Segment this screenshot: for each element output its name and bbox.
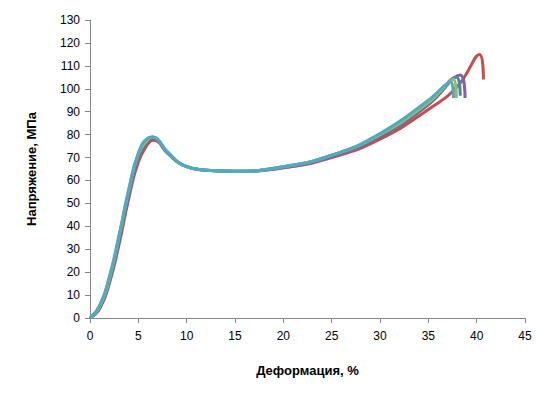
svg-text:30: 30 bbox=[373, 329, 387, 343]
svg-text:40: 40 bbox=[67, 219, 81, 233]
svg-text:50: 50 bbox=[67, 196, 81, 210]
svg-text:15: 15 bbox=[228, 329, 242, 343]
svg-text:100: 100 bbox=[60, 82, 80, 96]
svg-text:20: 20 bbox=[67, 265, 81, 279]
svg-text:25: 25 bbox=[325, 329, 339, 343]
svg-text:35: 35 bbox=[422, 329, 436, 343]
svg-text:80: 80 bbox=[67, 128, 81, 142]
svg-text:5: 5 bbox=[135, 329, 142, 343]
svg-text:130: 130 bbox=[60, 13, 80, 27]
svg-text:90: 90 bbox=[67, 105, 81, 119]
svg-text:0: 0 bbox=[87, 329, 94, 343]
svg-text:30: 30 bbox=[67, 242, 81, 256]
svg-text:20: 20 bbox=[277, 329, 291, 343]
svg-text:0: 0 bbox=[73, 311, 80, 325]
svg-text:Напряжение, МПа: Напряжение, МПа bbox=[24, 111, 39, 226]
svg-text:Деформация, %: Деформация, % bbox=[256, 363, 359, 378]
svg-text:60: 60 bbox=[67, 173, 81, 187]
svg-text:110: 110 bbox=[61, 59, 80, 73]
svg-text:120: 120 bbox=[60, 36, 80, 50]
svg-text:10: 10 bbox=[180, 329, 194, 343]
svg-text:70: 70 bbox=[67, 151, 81, 165]
svg-text:45: 45 bbox=[518, 329, 532, 343]
svg-text:10: 10 bbox=[67, 288, 81, 302]
svg-text:40: 40 bbox=[470, 329, 484, 343]
